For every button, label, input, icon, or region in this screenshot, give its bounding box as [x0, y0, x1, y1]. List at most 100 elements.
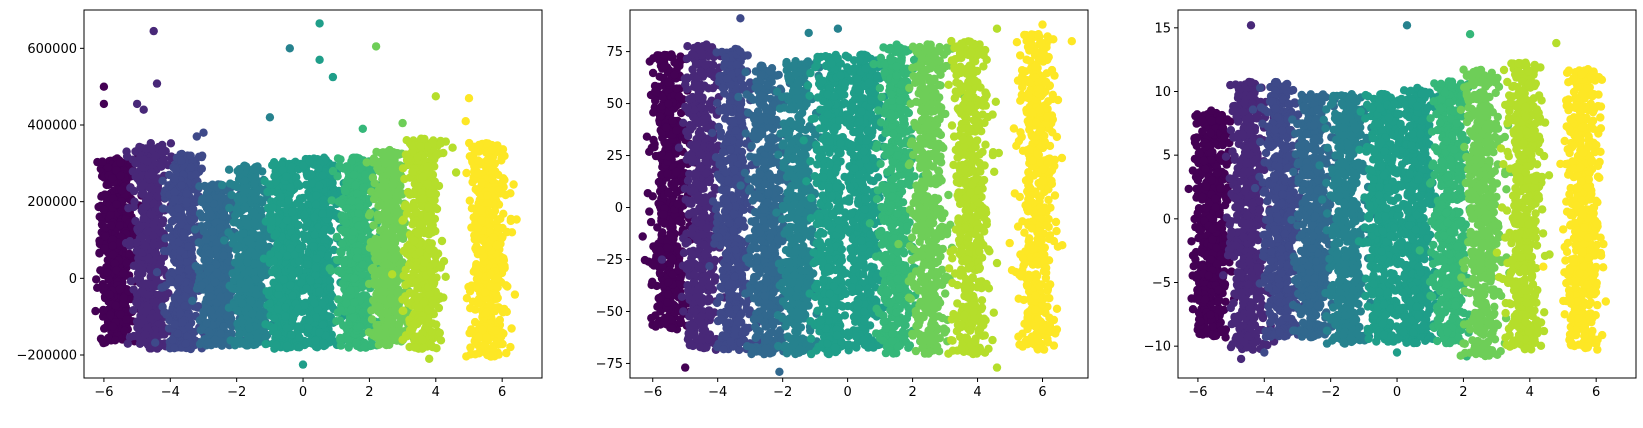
scatter-point: [314, 181, 324, 190]
scatter-point: [125, 241, 134, 250]
scatter-point: [116, 171, 125, 180]
scatter-point: [211, 335, 220, 344]
scatter-point: [379, 246, 388, 256]
scatter-point: [310, 212, 319, 222]
scatter-point: [218, 212, 228, 221]
scatter-point: [181, 292, 190, 302]
scatter-point: [268, 203, 277, 212]
scatter-point: [112, 265, 121, 275]
scatter-point: [118, 269, 128, 278]
scatter-point: [143, 157, 152, 166]
scatter-point: [272, 340, 281, 350]
scatter-point-outlier: [358, 124, 367, 133]
scatter-point: [395, 318, 404, 327]
scatter-point: [147, 170, 157, 180]
scatter-point: [355, 322, 365, 331]
scatter-point: [269, 256, 279, 266]
scatter-point-outlier: [139, 105, 148, 114]
scatter-point: [164, 223, 174, 233]
scatter-point: [141, 241, 150, 251]
scatter-point: [151, 151, 160, 161]
scatter-point: [131, 172, 140, 181]
scatter-point: [135, 143, 144, 153]
scatter-point-outlier: [149, 26, 158, 36]
scatter-point: [377, 331, 387, 340]
scatter-point: [327, 196, 336, 205]
scatter-point: [132, 298, 141, 307]
scatter-point: [140, 330, 150, 339]
scatter-point-outlier: [199, 128, 208, 137]
scatter-point: [372, 241, 381, 251]
scatter-point: [132, 238, 141, 247]
scatter-point: [241, 284, 250, 293]
scatter-point: [342, 162, 351, 171]
scatter-point: [166, 139, 176, 148]
scatter-point: [309, 242, 318, 251]
scatter-point: [224, 257, 233, 266]
scatter-point: [98, 157, 107, 166]
scatter-point: [369, 194, 379, 204]
scatter-point: [241, 162, 250, 171]
scatter-point: [325, 264, 334, 273]
scatter-point: [190, 225, 200, 234]
scatter-point: [116, 310, 126, 319]
scatter-point: [133, 323, 142, 332]
scatter-point: [360, 219, 369, 229]
scatter-point: [334, 295, 343, 304]
scatter-point: [152, 312, 161, 321]
scatter-point: [339, 258, 349, 268]
scatter-point: [129, 202, 138, 212]
scatter-point: [379, 295, 388, 305]
scatter-point: [176, 246, 185, 256]
scatter-point: [306, 276, 315, 285]
scatter-point: [189, 215, 199, 224]
scatter-point: [105, 290, 114, 299]
scatter-point: [129, 285, 138, 294]
scatter-point: [245, 324, 254, 333]
scatter-point: [364, 211, 374, 220]
scatter-point: [158, 216, 168, 225]
scatter-point: [336, 306, 346, 315]
scatter-point: [303, 218, 312, 227]
scatter-point: [286, 281, 295, 290]
scatter-point: [261, 320, 270, 329]
scatter-point: [305, 157, 314, 166]
scatter-point: [354, 209, 363, 218]
scatter-point: [248, 309, 257, 318]
series-3: [151, 128, 220, 354]
scatter-point: [205, 249, 215, 258]
scatter-point: [302, 170, 312, 179]
scatter-point: [225, 281, 234, 290]
scatter-point: [318, 209, 327, 218]
scatter-point: [176, 309, 185, 319]
scatter-point: [129, 306, 138, 315]
scatter-point: [342, 204, 351, 213]
scatter-point: [293, 304, 303, 314]
scatter-point: [286, 244, 295, 253]
scatter-point: [347, 196, 357, 206]
scatter-point: [349, 313, 358, 322]
scatter-point: [184, 322, 194, 331]
scatter-point: [295, 343, 304, 352]
scatter-point: [352, 253, 362, 263]
scatter-point: [184, 242, 193, 251]
scatter-point-outlier: [192, 132, 201, 141]
scatter-point: [294, 266, 303, 276]
scatter-point: [239, 229, 248, 238]
scatter-point: [369, 296, 378, 305]
scatter-point-outlier: [265, 113, 275, 122]
scatter-point: [233, 166, 242, 176]
scatter-point: [273, 330, 282, 339]
scatter-point: [352, 338, 361, 347]
scatter-point: [96, 266, 105, 275]
scatter-point: [186, 162, 196, 172]
scatter-point: [95, 249, 104, 258]
scatter-point: [157, 148, 166, 157]
scatter-point: [152, 277, 162, 286]
scatter-point: [336, 341, 346, 350]
scatter-point: [451, 168, 461, 177]
scatter-point: [178, 318, 187, 327]
scatter-point: [106, 310, 115, 320]
scatter-point: [311, 336, 320, 345]
scatter-point: [234, 242, 243, 251]
